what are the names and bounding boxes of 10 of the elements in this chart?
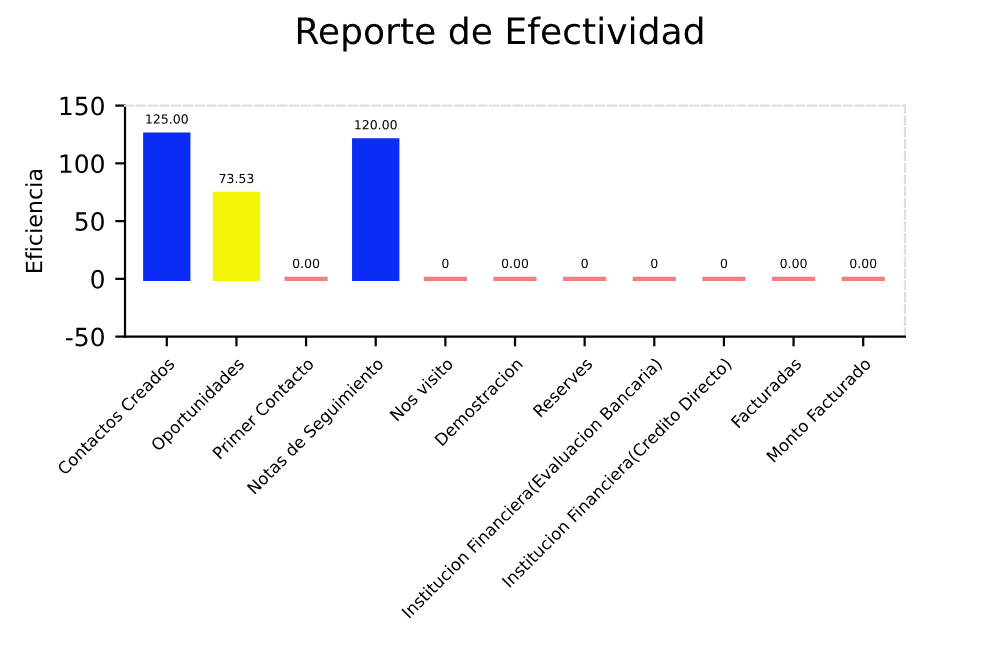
y-tick-label: -50 — [65, 327, 104, 347]
y-axis-title: Eficiencia — [25, 170, 43, 273]
chart-title: Reporte de Efectividad — [297, 16, 703, 52]
y-tick-label: 50 — [75, 212, 104, 231]
y-tick-label: 0 — [91, 269, 104, 289]
bar — [352, 138, 400, 281]
y-tick-label: 100 — [60, 154, 104, 174]
y-tick-label: 150 — [60, 96, 104, 116]
bar — [212, 191, 261, 281]
bar — [143, 132, 191, 281]
